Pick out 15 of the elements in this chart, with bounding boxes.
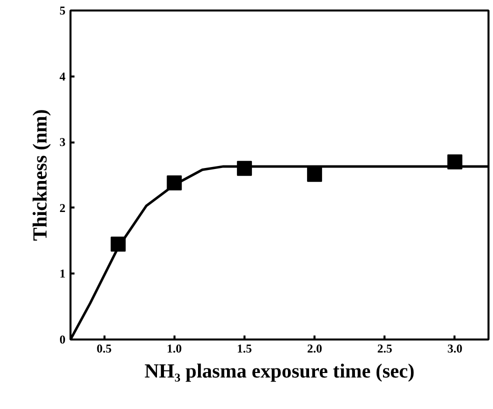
y-axis-title: Thickness (nm) xyxy=(30,109,52,241)
y-tick-label: 3 xyxy=(60,135,66,150)
x-tick-label: 0.5 xyxy=(96,342,112,356)
y-tick-label: 0 xyxy=(60,332,66,346)
y-tick-label: 4 xyxy=(60,69,66,84)
x-axis-title: NH₃ plasma exposure time (sec) xyxy=(144,360,415,382)
point xyxy=(307,166,322,182)
y-tick-label: 2 xyxy=(60,200,66,215)
x-tick-label: 1.5 xyxy=(236,342,252,356)
x-tick-label: 2.0 xyxy=(307,342,322,356)
y-tick-label: 5 xyxy=(60,4,66,18)
x-tick-label: 2.5 xyxy=(377,342,392,356)
x-tick-label: 1.0 xyxy=(166,342,182,356)
x-tick-label: 3.0 xyxy=(447,342,462,356)
y-tick-label: 1 xyxy=(60,266,66,281)
